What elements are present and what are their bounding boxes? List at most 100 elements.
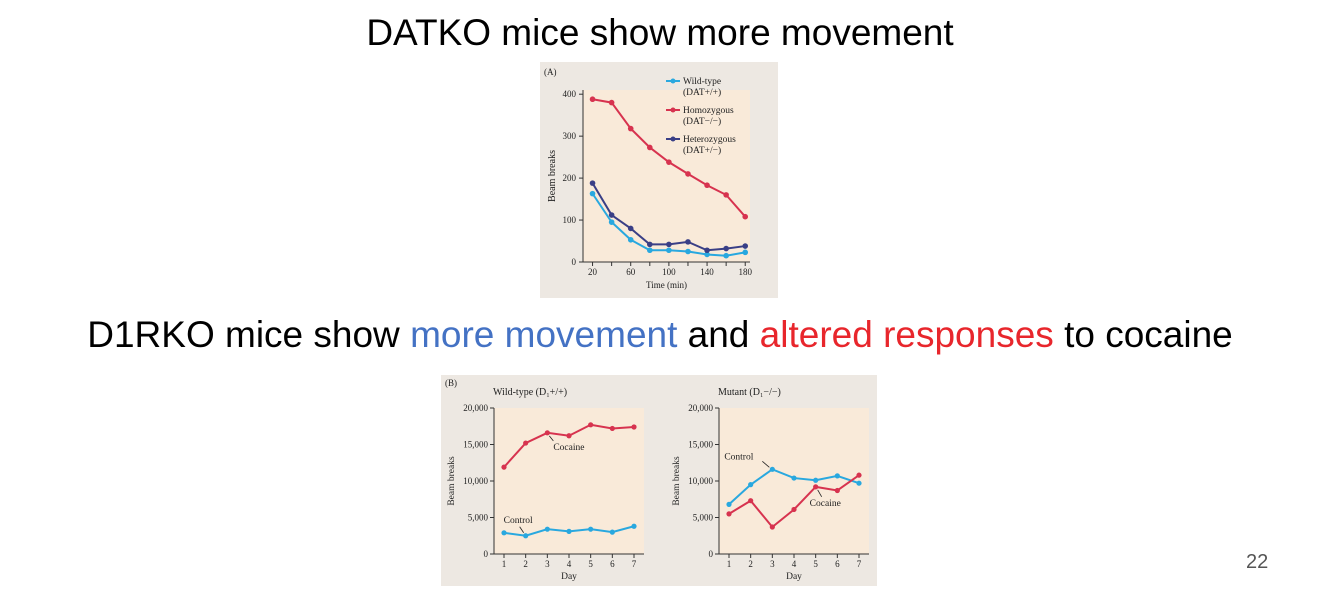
data-point-a-2	[723, 245, 729, 252]
legend-marker-a-1	[670, 107, 676, 113]
data-point-b2-0	[791, 475, 797, 481]
data-point-b2-1	[791, 506, 797, 513]
y-tick-label-b1: 0	[484, 549, 489, 559]
slide-title-bottom: D1RKO mice show more movement and altere…	[0, 314, 1320, 356]
x-tick-label-b2: 5	[813, 559, 818, 569]
panel-title-b1: Wild-type (D₁+/+)	[493, 387, 567, 398]
annotation-leader-b2-0	[762, 461, 770, 468]
data-point-a-2	[647, 241, 653, 248]
x-tick-label-b2: 7	[857, 559, 862, 569]
data-point-b2-1	[748, 498, 754, 504]
chart-b-svg: (B)Wild-type (D₁+/+)05,00010,00015,00020…	[445, 378, 869, 582]
data-point-b2-1	[856, 472, 862, 478]
x-tick-label-b1: 1	[502, 559, 507, 569]
data-point-b1-0	[544, 430, 550, 436]
data-point-b1-1	[631, 523, 637, 529]
panel-title-b2: Mutant (D₁−/−)	[718, 387, 781, 398]
title-highlight-more-movement: more movement	[410, 314, 678, 355]
panel-label-a: (A)	[544, 67, 557, 77]
y-tick-label-b1: 15,000	[463, 440, 488, 450]
page-number: 22	[1246, 551, 1269, 573]
x-axis-label-b2: Day	[786, 572, 802, 582]
data-point-a-0	[685, 248, 691, 255]
title-part-3: and	[677, 314, 760, 355]
y-tick-label-b1: 10,000	[463, 476, 488, 486]
y-axis-label-b1: Beam breaks	[447, 456, 457, 506]
data-point-a-1	[685, 171, 691, 177]
data-point-b1-0	[631, 424, 637, 430]
x-tick-label-b2: 2	[748, 559, 753, 569]
x-tick-label-b1: 2	[523, 559, 528, 569]
plot-area-b2	[719, 408, 869, 554]
y-tick-label-b1: 5,000	[468, 513, 489, 523]
y-tick-label-a: 400	[563, 89, 577, 99]
data-point-b1-1	[609, 529, 615, 535]
data-point-b1-1	[588, 526, 594, 532]
x-tick-label-b1: 4	[567, 559, 572, 569]
legend-sublabel-a-0: (DAT+/+)	[683, 87, 721, 98]
data-point-b2-0	[813, 477, 819, 483]
data-point-b1-0	[566, 433, 572, 439]
data-point-b2-0	[748, 482, 754, 488]
annotation-leader-b2-1	[817, 489, 823, 498]
data-point-b1-1	[501, 530, 507, 536]
title-part-1: D1RKO mice show	[87, 314, 411, 355]
y-axis-label-a: Beam breaks	[547, 150, 558, 202]
x-tick-label-b2: 4	[792, 559, 797, 569]
figure-a-datko: (A) 0 100 200 300 400 20 60 100 140 180 Time (min) B…	[540, 62, 778, 298]
data-point-b2-1	[834, 487, 840, 494]
title-part-5: to cocaine	[1053, 314, 1233, 355]
figure-b-d1rko: (B) Wild-type (D₁+/+) 0 5,000 10,000 15,000 20…	[441, 375, 877, 586]
data-point-b2-1	[769, 524, 775, 530]
data-point-a-2	[666, 241, 672, 248]
data-point-a-1	[742, 213, 749, 220]
data-point-b1-0	[501, 464, 507, 470]
data-point-a-0	[723, 252, 729, 259]
data-point-b1-0	[523, 440, 529, 446]
data-point-b2-0	[726, 501, 732, 507]
data-point-b1-0	[588, 422, 594, 428]
x-tick-label-a: 100	[662, 267, 676, 277]
legend-label-a-1: Homozygous	[683, 106, 734, 116]
annotation-label-b1-0: Cocaine	[553, 443, 584, 453]
annotation-leader-b1-1	[519, 526, 524, 533]
legend-label-a-0: Wild-type	[683, 77, 721, 87]
data-point-b2-0	[834, 473, 840, 479]
data-point-a-0	[589, 190, 596, 197]
x-tick-label-a: 20	[588, 267, 598, 277]
data-point-a-0	[666, 247, 672, 254]
data-point-a-2	[742, 243, 749, 249]
y-tick-label-b2: 15,000	[688, 440, 713, 450]
annotation-label-b2-1: Cocaine	[810, 499, 841, 509]
x-tick-label-b1: 5	[588, 559, 593, 569]
data-point-a-1	[589, 96, 596, 103]
x-tick-label-a: 140	[700, 267, 714, 277]
data-point-b2-1	[813, 484, 819, 490]
y-tick-label-a: 100	[563, 215, 577, 225]
x-tick-label-b2: 3	[770, 559, 775, 569]
legend-sublabel-a-2: (DAT+/−)	[683, 145, 721, 156]
data-point-a-1	[723, 192, 729, 198]
data-point-a-2	[608, 212, 615, 218]
y-tick-label-a: 300	[563, 131, 577, 141]
y-tick-label-b2: 10,000	[688, 476, 713, 486]
x-tick-label-a: 180	[738, 267, 752, 277]
x-tick-label-b2: 1	[727, 559, 732, 569]
data-point-a-2	[685, 239, 691, 245]
x-tick-label-b1: 6	[610, 559, 615, 569]
y-tick-label-a: 200	[563, 173, 577, 183]
data-point-b1-1	[544, 526, 550, 532]
data-point-a-0	[608, 219, 615, 225]
x-tick-label-a: 60	[626, 267, 636, 277]
data-point-a-1	[704, 182, 710, 189]
x-tick-label-b1: 3	[545, 559, 550, 569]
x-axis-label-b1: Day	[561, 572, 577, 582]
data-point-a-0	[742, 249, 749, 256]
data-point-a-2	[589, 180, 596, 186]
y-tick-label-a: 0	[572, 257, 577, 267]
data-point-a-1	[666, 159, 672, 165]
y-tick-label-b2: 0	[709, 549, 714, 559]
annotation-label-b1-1: Control	[504, 516, 533, 526]
data-point-a-0	[704, 251, 710, 258]
x-tick-label-b1: 7	[632, 559, 637, 569]
